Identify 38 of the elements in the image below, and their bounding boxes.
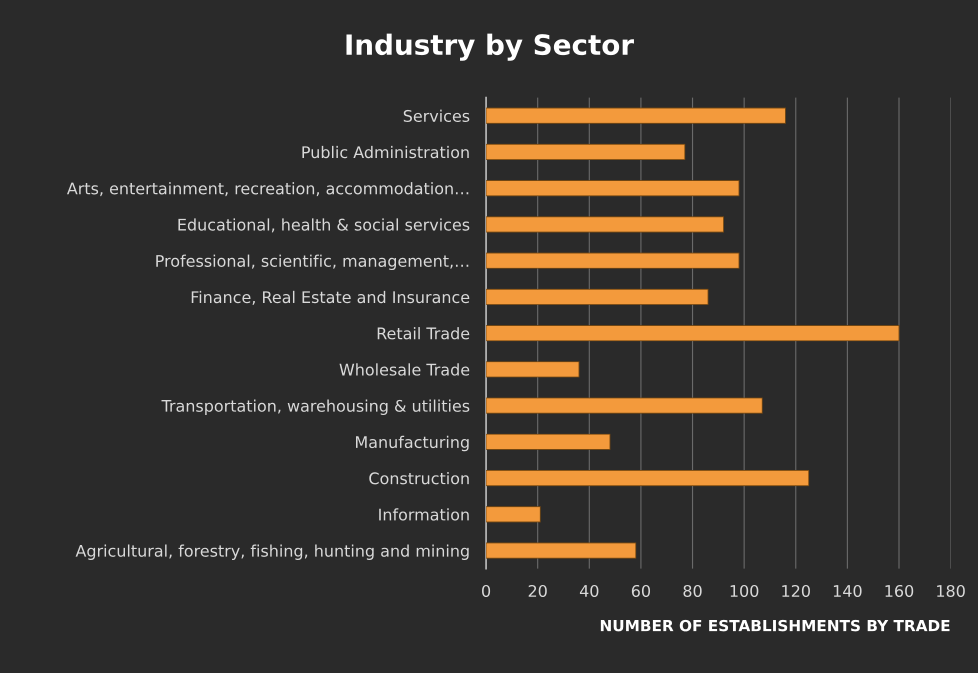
- x-tick-label: 100: [730, 584, 758, 598]
- y-tick-label: Arts, entertainment, recreation, accommodation…: [66, 182, 468, 196]
- y-tick-label: Finance, Real Estate and Insurance: [192, 290, 470, 305]
- y-tick-label: Public Administration: [302, 146, 469, 158]
- y-tick-label: Professional, scientific, management,…: [156, 254, 468, 270]
- bar: [486, 108, 786, 124]
- bar: [486, 216, 724, 232]
- x-tick-label: 80: [683, 584, 702, 598]
- bar: [486, 144, 686, 160]
- x-tick-label: 20: [528, 584, 547, 598]
- x-tick-label: 140: [834, 584, 862, 598]
- y-tick-label: Wholesale Trade: [340, 363, 470, 376]
- x-tick-label: 160: [886, 584, 914, 598]
- y-tick-label: Services: [404, 110, 470, 122]
- bar: [486, 288, 708, 305]
- bar: [486, 252, 740, 269]
- y-tick-label: Information: [379, 508, 469, 521]
- x-tick-label: 120: [782, 584, 810, 598]
- bar: [486, 325, 900, 342]
- x-tick-label: 40: [580, 584, 598, 598]
- x-tick-label: 180: [937, 584, 965, 598]
- y-tick-label: Agricultural, forestry, fishing, hunting and mining: [76, 544, 469, 560]
- bar: [486, 434, 610, 450]
- y-tick-label: Manufacturing: [356, 436, 469, 452]
- chart-title: Industry by Sector: [346, 34, 634, 61]
- x-tick-label: 60: [632, 584, 650, 598]
- bar: [486, 180, 740, 196]
- x-tick-label: 0: [482, 584, 490, 598]
- y-tick-label: Educational, health & social services: [178, 218, 470, 232]
- y-tick-label: Transportation, warehousing & utilities: [162, 400, 470, 415]
- y-tick-label: Construction: [369, 472, 469, 484]
- bar: [486, 361, 580, 378]
- bar: [486, 470, 810, 486]
- bar: [486, 398, 763, 414]
- bar: [486, 542, 636, 559]
- y-tick-label: Retail Trade: [378, 327, 470, 340]
- bar: [486, 506, 541, 522]
- x-axis-title: NUMBER OF ESTABLISHMENTS BY TRADE: [600, 620, 950, 632]
